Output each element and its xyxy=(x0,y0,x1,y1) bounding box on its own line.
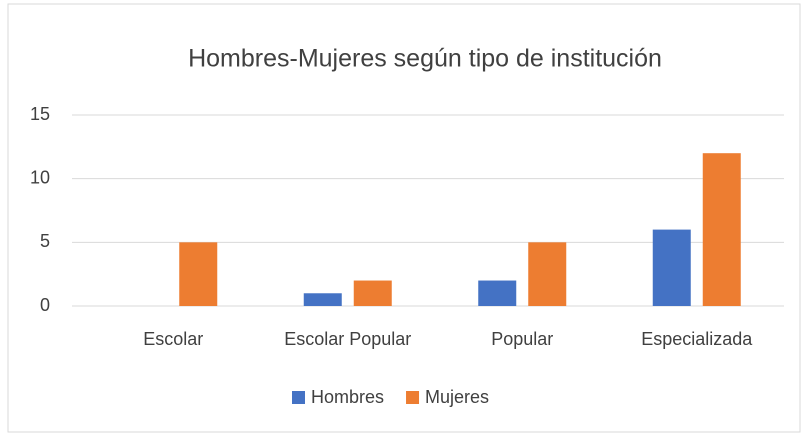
y-tick-label: 15 xyxy=(30,104,50,124)
legend-label: Mujeres xyxy=(425,387,489,407)
y-tick-label: 0 xyxy=(40,295,50,315)
legend-swatch xyxy=(292,391,305,404)
bar xyxy=(303,293,342,306)
x-tick-label: Escolar Popular xyxy=(284,329,411,349)
x-tick-label: Popular xyxy=(491,329,553,349)
x-tick-label: Escolar xyxy=(143,329,203,349)
chart-border xyxy=(7,3,801,433)
x-tick-label: Especializada xyxy=(641,329,753,349)
bar xyxy=(353,280,392,306)
legend-label: Hombres xyxy=(311,387,384,407)
y-tick-label: 10 xyxy=(30,167,50,187)
bar xyxy=(528,242,567,306)
bar xyxy=(702,153,741,306)
bar xyxy=(478,280,517,306)
chart-title: Hombres-Mujeres según tipo de institució… xyxy=(188,45,662,73)
y-tick-label: 5 xyxy=(40,231,50,251)
bar xyxy=(652,229,691,306)
bar xyxy=(179,242,218,306)
legend-swatch xyxy=(406,391,420,404)
